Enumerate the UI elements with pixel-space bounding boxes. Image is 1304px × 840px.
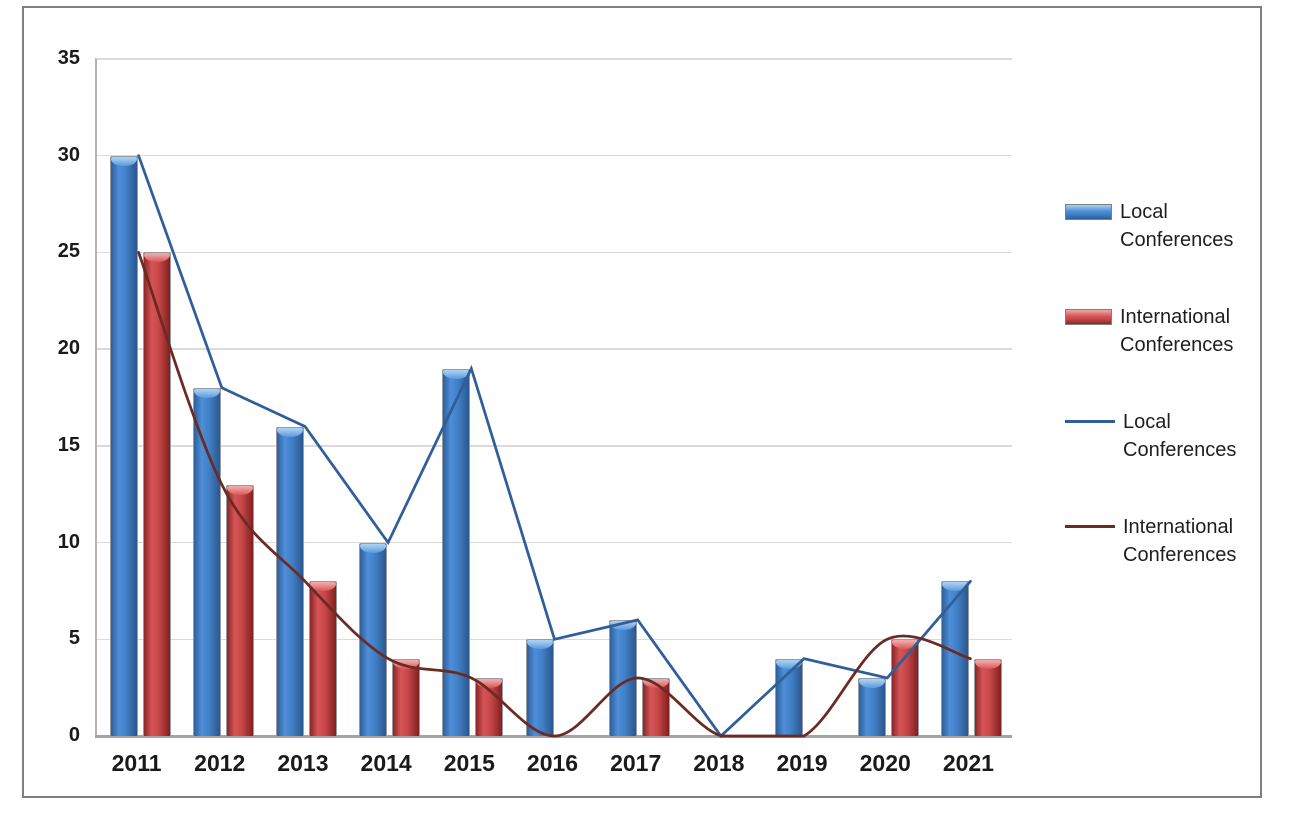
legend-bar-swatch bbox=[1065, 204, 1112, 220]
bar-cap bbox=[892, 640, 919, 650]
chart-frame: 0 5 10 15 20 25 30 35 2011 2012 2013 2014 2015 2016 2… bbox=[22, 6, 1262, 798]
bar-cap bbox=[859, 678, 886, 688]
plot-area bbox=[95, 58, 1012, 739]
x-tick-label-2015: 2015 bbox=[443, 750, 495, 776]
x-tick-label-2016: 2016 bbox=[526, 750, 579, 776]
bar-cap bbox=[360, 543, 387, 553]
legend-bar-swatch bbox=[1065, 309, 1112, 325]
x-tick-label-2020: 2020 bbox=[859, 750, 911, 776]
gridline-30 bbox=[97, 154, 1012, 157]
x-tick-label-2013: 2013 bbox=[277, 750, 329, 776]
y-tick-label-10: 10 bbox=[57, 530, 80, 553]
bar-2011-local bbox=[109, 155, 138, 736]
x-tick-label-2021: 2021 bbox=[942, 750, 994, 776]
bar-cap bbox=[309, 582, 336, 592]
y-tick-label-0: 0 bbox=[68, 724, 80, 746]
bar-cap bbox=[476, 678, 503, 688]
y-tick-label-30: 30 bbox=[57, 143, 80, 166]
y-tick-label-15: 15 bbox=[57, 433, 80, 456]
legend-item-bar-local: Local Conferences bbox=[1065, 198, 1262, 254]
bar-cap bbox=[143, 253, 170, 263]
gridline-25 bbox=[97, 251, 1012, 254]
lines-layer bbox=[137, 154, 972, 739]
bar-cap bbox=[393, 659, 420, 669]
gridline-20 bbox=[97, 348, 1012, 350]
bar-2014-international bbox=[392, 658, 421, 736]
y-tick-label-35: 35 bbox=[57, 47, 80, 69]
y-tick-label-5: 5 bbox=[68, 627, 80, 650]
legend-item-line-local: Local Conferences bbox=[1065, 408, 1265, 464]
legend-line-swatch bbox=[1065, 420, 1115, 423]
bar-2013-international bbox=[308, 581, 337, 736]
line-local-conferences bbox=[137, 154, 972, 739]
bar-cap bbox=[942, 582, 969, 592]
line-international-conferences bbox=[137, 251, 972, 738]
bar-cap bbox=[526, 640, 553, 650]
bar-cap bbox=[776, 659, 803, 669]
legend-item-bar-international: International Conferences bbox=[1065, 303, 1262, 359]
legend-label: Local Conferences bbox=[1120, 201, 1234, 251]
bar-2016-local bbox=[525, 639, 554, 736]
x-tick-label-2017: 2017 bbox=[610, 750, 662, 776]
x-tick-label-2018: 2018 bbox=[693, 750, 745, 776]
bar-cap bbox=[193, 388, 220, 398]
legend-label: Local Conferences bbox=[1123, 411, 1237, 461]
x-tick-label-2011: 2011 bbox=[111, 750, 162, 776]
gridline-35 bbox=[97, 58, 1012, 60]
bar-2021-international bbox=[974, 658, 1003, 736]
bar-cap bbox=[226, 485, 253, 495]
legend-line-swatch bbox=[1065, 525, 1115, 528]
y-tick-label-25: 25 bbox=[57, 240, 80, 263]
bar-cap bbox=[609, 620, 636, 630]
x-tick-label-2019: 2019 bbox=[776, 750, 828, 776]
bar-2015-international bbox=[475, 677, 504, 736]
bar-cap bbox=[276, 427, 303, 437]
legend-label: International Conferences bbox=[1123, 516, 1237, 566]
bar-2012-local bbox=[192, 387, 221, 736]
gridline-10 bbox=[97, 541, 1012, 544]
bar-cap bbox=[443, 369, 470, 379]
x-tick-label-2014: 2014 bbox=[360, 750, 412, 776]
bar-cap bbox=[975, 659, 1002, 669]
bar-cap bbox=[110, 156, 137, 166]
x-tick-label-2012: 2012 bbox=[194, 750, 246, 776]
legend-item-line-international: International Conferences bbox=[1065, 513, 1265, 569]
gridline-15 bbox=[97, 445, 1012, 447]
y-tick-label-20: 20 bbox=[57, 337, 80, 360]
legend-label: International Conferences bbox=[1120, 306, 1234, 356]
bar-2019-local bbox=[775, 658, 804, 736]
bar-2020-local bbox=[858, 677, 887, 736]
